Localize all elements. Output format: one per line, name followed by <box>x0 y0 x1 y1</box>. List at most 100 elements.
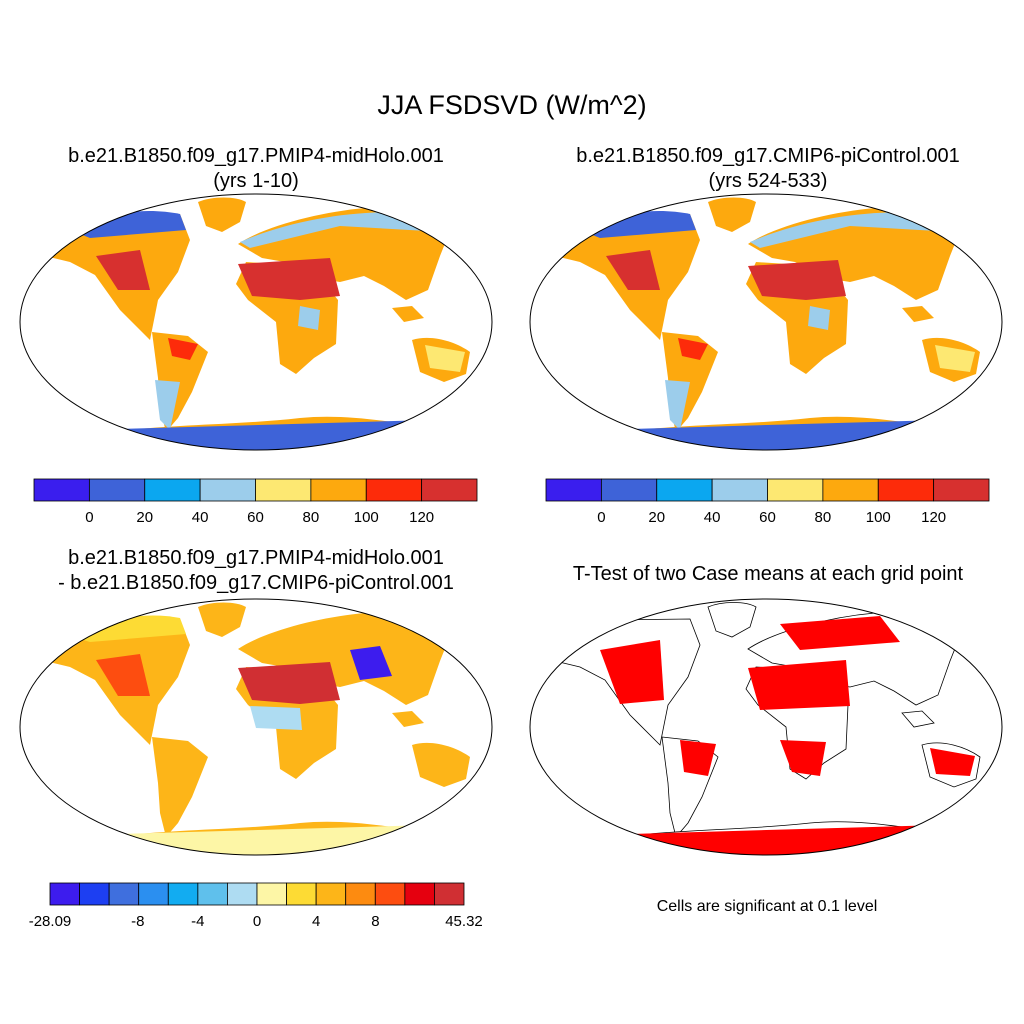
colorbar-swatch <box>138 882 169 906</box>
colorbar-swatch <box>933 478 990 502</box>
colorbar-tick-label: 60 <box>759 509 776 526</box>
colorbar-swatch <box>197 882 228 906</box>
colorbar-swatch <box>877 478 935 502</box>
colorbar-swatch <box>711 478 768 502</box>
colorbar-swatch <box>600 478 658 502</box>
colorbar-swatch <box>345 882 376 906</box>
panel-1-cloudy-af <box>298 306 320 330</box>
panel-2-colorbar: 0 20 40 60 80 100 120 <box>545 478 990 526</box>
colorbar-swatch <box>49 882 80 906</box>
panel-3-title-line2: - b.e21.B1850.f09_g17.CMIP6-piControl.00… <box>58 572 454 594</box>
panel-1-map-border <box>19 193 493 451</box>
colorbar-tick-label: 8 <box>371 913 379 930</box>
colorbar-swatch <box>434 882 465 906</box>
panel-1-title-line2: (yrs 1-10) <box>213 170 299 192</box>
colorbar-tick-label: 120 <box>921 509 946 526</box>
panel-4-title: T-Test of two Case means at each grid po… <box>512 562 1024 587</box>
panel-4-title-line1: T-Test of two Case means at each grid po… <box>572 563 964 585</box>
colorbar-swatch <box>286 882 317 906</box>
colorbar-swatch <box>108 882 140 906</box>
colorbar-swatch <box>822 478 879 502</box>
colorbar-tick-label: -28.09 <box>29 913 72 930</box>
colorbar-tick-label: 20 <box>648 509 665 526</box>
panel-1-hot-na <box>96 250 150 290</box>
colorbar-swatch <box>256 882 287 906</box>
panel-2-map-border <box>529 193 1003 451</box>
colorbar-tick-label: 0 <box>85 509 93 526</box>
colorbar-swatch <box>404 882 435 906</box>
colorbar-tick-label: 45.32 <box>445 913 483 930</box>
colorbar-swatch <box>656 478 713 502</box>
colorbar-swatch <box>545 478 602 502</box>
panel-1-aus-core <box>425 345 465 372</box>
panel-2-title-line2: (yrs 524-533) <box>708 170 828 192</box>
colorbar-tick-label: 120 <box>409 509 434 526</box>
colorbar-tick-label: 60 <box>247 509 264 526</box>
colorbar-tick-label: 0 <box>597 509 605 526</box>
colorbar-swatch <box>315 882 347 906</box>
panel-4-significant-cells <box>590 616 975 855</box>
colorbar-tick-label: 100 <box>866 509 891 526</box>
panel-2-cloudy-af <box>808 306 830 330</box>
colorbar-swatch <box>79 882 110 906</box>
panel-3-map <box>45 602 470 855</box>
panel-1-title-line1: b.e21.B1850.f09_g17.PMIP4-midHolo.001 <box>68 145 444 167</box>
panel-1-hot-sahara <box>238 258 340 300</box>
colorbar-tick-label: 80 <box>815 509 832 526</box>
panel-4-land-outline <box>554 602 981 855</box>
panel-2-map <box>555 197 980 450</box>
colorbar-tick-label: -4 <box>191 913 204 930</box>
colorbar-tick-label: 40 <box>192 509 209 526</box>
panel-3-neg-sahel <box>250 706 302 730</box>
panel-4-map <box>554 602 981 855</box>
panel-2-aus-core <box>935 345 975 372</box>
colorbar-swatch <box>33 478 90 502</box>
colorbar-tick-label: -8 <box>131 913 144 930</box>
panel-2-title: b.e21.B1850.f09_g17.CMIP6-piControl.001 … <box>512 144 1024 194</box>
colorbar-swatch <box>255 478 312 502</box>
panel-2-cool-patagonia <box>665 380 690 430</box>
panel-3-neg-asia <box>350 646 392 680</box>
colorbar-swatch <box>144 478 201 502</box>
panel-3-colorbar: -28.09 -8 -4 0 4 8 45.32 <box>29 882 483 930</box>
colorbar-swatch <box>374 882 406 906</box>
colorbar-swatch <box>167 882 199 906</box>
significance-note: Cells are significant at 0.1 level <box>656 898 878 915</box>
panel-2-title-line1: b.e21.B1850.f09_g17.CMIP6-piControl.001 <box>576 145 960 167</box>
panel-3-high-lat-na <box>70 615 186 642</box>
panel-3-pos-na <box>96 654 150 696</box>
panel-3-title-line1: b.e21.B1850.f09_g17.PMIP4-midHolo.001 <box>68 547 444 569</box>
colorbar-swatch <box>767 478 824 502</box>
colorbar-swatch <box>227 882 258 906</box>
panel-3-antarctica <box>80 825 440 855</box>
colorbar-tick-label: 100 <box>354 509 379 526</box>
panel-2-hot-na <box>606 250 660 290</box>
colorbar-swatch <box>421 478 478 502</box>
panel-3-pos-sahara <box>238 662 340 704</box>
panel-1-high-lat-eu <box>240 212 444 248</box>
panel-1-hot-sa <box>168 338 198 360</box>
panel-3-map-border <box>19 598 493 856</box>
colorbar-swatch <box>365 478 423 502</box>
colorbar-tick-label: 40 <box>704 509 721 526</box>
panel-4-map-border <box>529 598 1003 856</box>
panel-2-high-lat-eu <box>750 212 954 248</box>
panel-1-antarctica <box>80 420 440 450</box>
colorbar-tick-label: 80 <box>303 509 320 526</box>
colorbar-swatch <box>310 478 367 502</box>
panel-2-antarctica <box>590 420 950 450</box>
colorbar-tick-label: 0 <box>253 913 261 930</box>
panel-1-map <box>45 197 470 450</box>
panel-1-colorbar: 0 20 40 60 80 100 120 <box>33 478 478 526</box>
panel-1-title: b.e21.B1850.f09_g17.PMIP4-midHolo.001 (y… <box>0 144 512 194</box>
main-title: JJA FSDSVD (W/m^2) <box>377 90 647 120</box>
panel-2-hot-sahara <box>748 260 846 300</box>
colorbar-tick-label: 20 <box>136 509 153 526</box>
panel-2-high-lat-na <box>580 211 696 238</box>
panel-2-hot-sa <box>678 338 708 360</box>
panel-1-high-lat-na <box>70 211 186 238</box>
panel-1-cool-patagonia <box>155 380 180 430</box>
panel-3-title: b.e21.B1850.f09_g17.PMIP4-midHolo.001 - … <box>0 546 512 596</box>
colorbar-swatch <box>88 478 146 502</box>
